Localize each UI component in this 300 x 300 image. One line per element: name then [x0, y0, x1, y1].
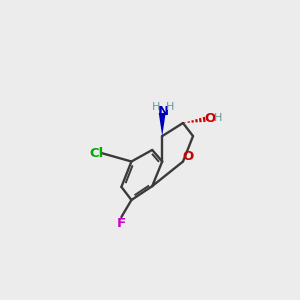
Text: F: F — [117, 217, 126, 230]
Text: O: O — [182, 150, 193, 164]
Text: Cl: Cl — [90, 146, 104, 160]
Text: O: O — [204, 112, 216, 125]
Polygon shape — [159, 113, 166, 136]
Text: H: H — [152, 102, 160, 112]
Text: H: H — [214, 113, 222, 123]
Text: H: H — [166, 102, 174, 112]
Text: N: N — [158, 105, 169, 118]
